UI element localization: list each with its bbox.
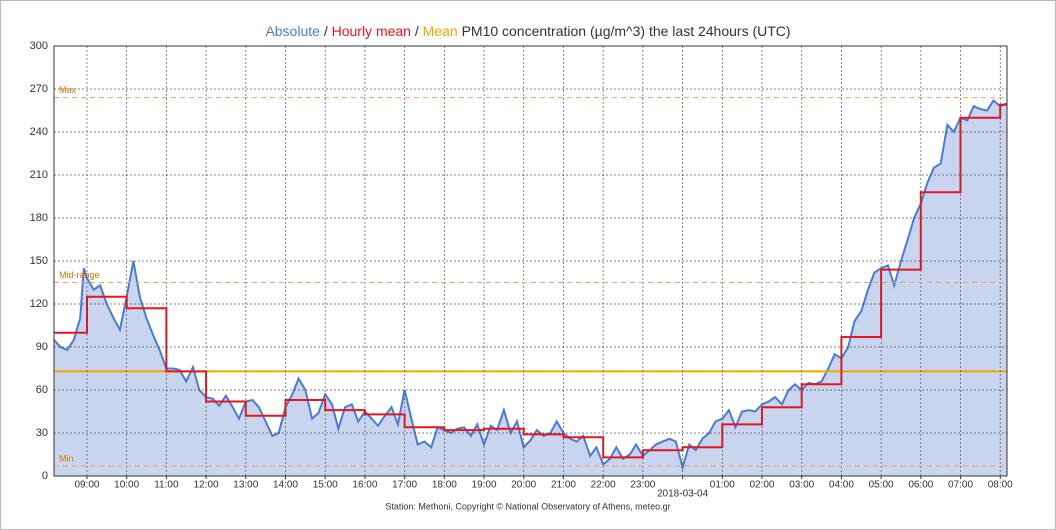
- x-tick-label: 22:00: [591, 480, 616, 491]
- y-tick-label: 300: [30, 40, 48, 52]
- reference-label: Mid-range: [59, 270, 100, 280]
- y-tick-label: 270: [30, 83, 48, 95]
- x-tick-label: 19:00: [472, 480, 497, 491]
- x-tick-label: 12:00: [194, 480, 219, 491]
- x-tick-label: 07:00: [948, 480, 973, 491]
- x-tick-label: 13:00: [233, 480, 258, 491]
- title-sep: /: [415, 23, 419, 39]
- x-tick-label: 01:00: [710, 480, 735, 491]
- title-hourly: Hourly mean: [332, 23, 411, 39]
- line: [54, 98, 1007, 472]
- y-tick-label: 30: [36, 427, 48, 439]
- x-tick-label: 14:00: [273, 480, 298, 491]
- area: [54, 100, 1007, 476]
- reference-label: Min: [59, 453, 74, 463]
- title-absolute: Absolute: [265, 23, 320, 39]
- x-tick-label: 08:00: [988, 480, 1013, 491]
- x-tick-label: 03:00: [789, 480, 814, 491]
- title-mean: Mean: [423, 23, 458, 39]
- title-text: PM10 concentration (µg/m^3) the last 24h…: [462, 23, 791, 39]
- y-tick-label: 120: [30, 298, 48, 310]
- x-tick-label: 16:00: [352, 480, 377, 491]
- x-tick-label: 02:00: [749, 480, 774, 491]
- footer: Station: Methoni, Copyright © National O…: [385, 501, 670, 511]
- reference-label: Max: [59, 85, 77, 95]
- y-tick-label: 180: [30, 212, 48, 224]
- y-tick-label: 0: [42, 470, 48, 482]
- x-tick-label: 04:00: [829, 480, 854, 491]
- chart-title: Absolute / Hourly mean / Mean PM10 conce…: [265, 23, 790, 39]
- x-tick-label: 17:00: [392, 480, 417, 491]
- x-tick-label: 2018-03-04: [657, 489, 709, 500]
- x-tick-label: 23:00: [630, 480, 655, 491]
- y-tick-label: 210: [30, 169, 48, 181]
- y-tick-label: 150: [30, 255, 48, 267]
- x-tick-label: 10:00: [114, 480, 139, 491]
- plot-border: [53, 45, 1008, 477]
- x-tick-label: 06:00: [908, 480, 933, 491]
- plot-area: [54, 98, 1007, 476]
- title-sep: /: [324, 23, 328, 39]
- y-tick-label: 90: [36, 341, 48, 353]
- y-tick-label: 60: [36, 384, 48, 396]
- y-tick-label: 240: [30, 126, 48, 138]
- x-tick-label: 18:00: [432, 480, 457, 491]
- x-tick-label: 11:00: [154, 480, 179, 491]
- x-tick-label: 20:00: [511, 480, 536, 491]
- x-tick-label: 15:00: [313, 480, 338, 491]
- x-tick-label: 21:00: [551, 480, 576, 491]
- x-tick-label: 05:00: [869, 480, 894, 491]
- step-line: [54, 103, 1007, 459]
- x-tick-label: 09:00: [74, 480, 99, 491]
